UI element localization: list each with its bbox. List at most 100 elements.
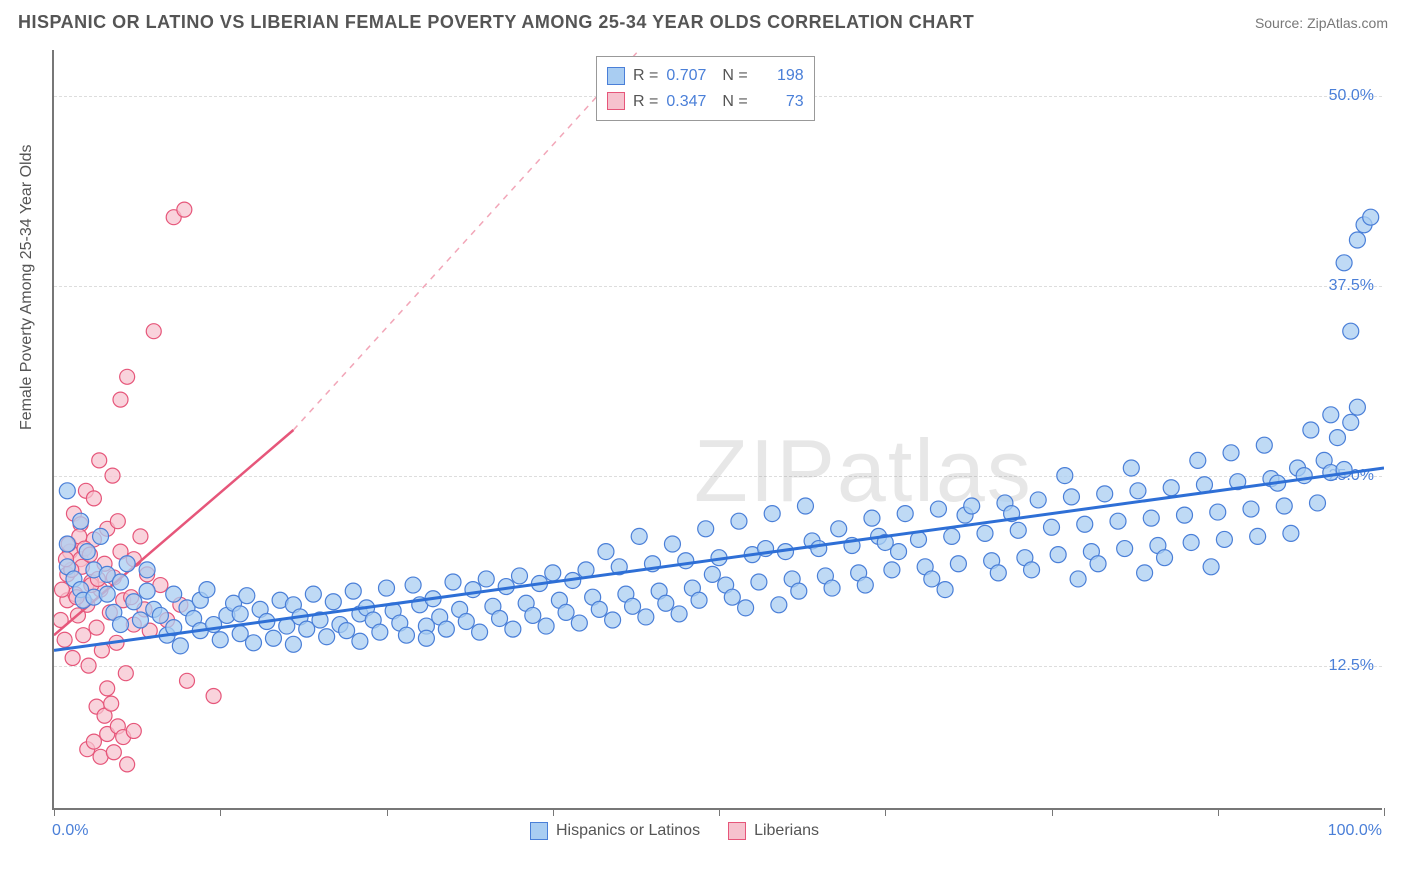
hispanic-point <box>1203 559 1219 575</box>
hispanic-point <box>1163 480 1179 496</box>
hispanic-point <box>372 624 388 640</box>
hispanic-point <box>864 510 880 526</box>
hispanic-point <box>339 623 355 639</box>
hispanic-point <box>1310 495 1326 511</box>
hispanic-point <box>79 544 95 560</box>
liberian-point <box>180 673 195 688</box>
hispanic-point <box>1010 522 1026 538</box>
hispanic-point <box>325 594 341 610</box>
hispanic-trend-line <box>54 468 1384 650</box>
liberian-point <box>86 734 101 749</box>
legend-label: Hispanics or Latinos <box>556 822 700 840</box>
hispanic-point <box>1276 498 1292 514</box>
hispanic-point <box>1143 510 1159 526</box>
liberian-point <box>65 651 80 666</box>
hispanic-point <box>458 614 474 630</box>
hispanic-point <box>1323 407 1339 423</box>
r-value: 0.347 <box>666 89 714 115</box>
hispanic-point <box>1024 562 1040 578</box>
hispanic-point <box>405 577 421 593</box>
liberian-point <box>100 681 115 696</box>
hispanic-point <box>345 583 361 599</box>
hispanic-point <box>824 580 840 596</box>
hispanic-point <box>1157 550 1173 566</box>
liberian-point <box>76 628 91 643</box>
hispanic-point <box>113 617 129 633</box>
hispanic-point <box>239 588 255 604</box>
hispanic-point <box>571 615 587 631</box>
hispanic-point <box>1190 452 1206 468</box>
hispanic-point <box>246 635 262 651</box>
hispanic-point <box>305 586 321 602</box>
liberian-point <box>177 202 192 217</box>
hispanic-point <box>1063 489 1079 505</box>
legend-swatch <box>607 67 625 85</box>
hispanic-point <box>1343 414 1359 430</box>
x-tick <box>1384 808 1385 816</box>
liberian-trend-dashed <box>293 50 639 430</box>
hispanic-point <box>1070 571 1086 587</box>
hispanic-point <box>166 586 182 602</box>
hispanic-point <box>698 521 714 537</box>
legend-item: Liberians <box>728 822 819 840</box>
hispanic-point <box>1130 483 1146 499</box>
hispanic-point <box>99 586 115 602</box>
liberian-point <box>110 514 125 529</box>
hispanic-point <box>212 632 228 648</box>
n-value: 198 <box>756 63 804 89</box>
hispanic-point <box>1210 504 1226 520</box>
hispanic-point <box>691 592 707 608</box>
hispanic-point <box>1343 323 1359 339</box>
hispanic-point <box>884 562 900 578</box>
hispanic-point <box>59 483 75 499</box>
hispanic-point <box>1030 492 1046 508</box>
hispanic-point <box>977 525 993 541</box>
hispanic-point <box>545 565 561 581</box>
hispanic-point <box>113 574 129 590</box>
hispanic-point <box>1303 422 1319 438</box>
liberian-point <box>206 689 221 704</box>
hispanic-point <box>751 574 767 590</box>
correlation-row: R =0.347N =73 <box>607 89 804 115</box>
hispanic-point <box>964 498 980 514</box>
liberian-point <box>106 745 121 760</box>
hispanic-point <box>944 528 960 544</box>
hispanic-point <box>352 633 368 649</box>
hispanic-point <box>631 528 647 544</box>
hispanic-point <box>139 583 155 599</box>
n-label: N = <box>722 89 747 115</box>
hispanic-point <box>73 513 89 529</box>
liberian-point <box>120 757 135 772</box>
hispanic-point <box>139 562 155 578</box>
liberian-point <box>81 658 96 673</box>
liberian-point <box>126 723 141 738</box>
hispanic-point <box>1137 565 1153 581</box>
hispanic-point <box>658 595 674 611</box>
hispanic-point <box>232 606 248 622</box>
x-axis-min-label: 0.0% <box>52 822 88 840</box>
series-legend: Hispanics or Latinos Liberians <box>530 822 819 840</box>
hispanic-point <box>625 598 641 614</box>
hispanic-point <box>438 621 454 637</box>
hispanic-point <box>538 618 554 634</box>
hispanic-point <box>265 630 281 646</box>
n-value: 73 <box>756 89 804 115</box>
hispanic-point <box>1196 477 1212 493</box>
hispanic-point <box>764 506 780 522</box>
hispanic-point <box>598 544 614 560</box>
legend-swatch <box>607 92 625 110</box>
hispanic-point <box>937 582 953 598</box>
hispanic-point <box>1336 255 1352 271</box>
chart-title: HISPANIC OR LATINO VS LIBERIAN FEMALE PO… <box>18 12 974 33</box>
hispanic-point <box>738 600 754 616</box>
hispanic-point <box>1057 468 1073 484</box>
legend-label: Liberians <box>754 822 819 840</box>
hispanic-point <box>1223 445 1239 461</box>
hispanic-point <box>1243 501 1259 517</box>
liberian-point <box>92 453 107 468</box>
hispanic-point <box>1349 399 1365 415</box>
legend-item: Hispanics or Latinos <box>530 822 700 840</box>
hispanic-point <box>558 604 574 620</box>
hispanic-point <box>924 571 940 587</box>
hispanic-point <box>671 606 687 622</box>
